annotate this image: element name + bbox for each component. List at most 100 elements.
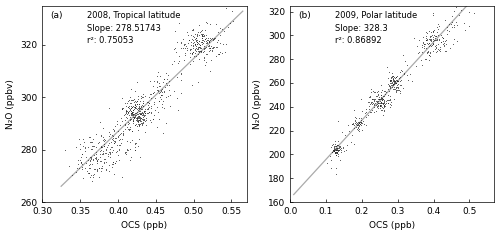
Point (122, 109, 130, 113)
Point (99, 135, 107, 139)
Point (380, 98, 388, 101)
Point (412, 64, 420, 67)
Point (188, 37, 196, 40)
Point (166, 104, 174, 108)
Point (388, 85, 396, 88)
Point (76, 147, 84, 151)
Point (200, 47, 207, 51)
Point (196, 46, 204, 50)
Point (432, 34, 440, 37)
Point (386, 79, 394, 83)
Point (134, 120, 142, 124)
Point (382, 101, 390, 105)
Point (78, 167, 86, 171)
Point (192, 42, 200, 46)
Point (106, 148, 114, 151)
Point (386, 78, 394, 82)
Point (186, 48, 194, 52)
Point (394, 80, 402, 83)
Point (135, 122, 143, 126)
Point (450, 23, 458, 27)
Point (328, 143, 336, 147)
Point (133, 124, 141, 128)
Point (358, 122, 366, 125)
Point (366, 94, 374, 98)
Point (380, 104, 388, 108)
Point (380, 101, 388, 104)
Point (132, 99, 140, 103)
Point (378, 98, 386, 102)
Point (437, 40, 445, 44)
Point (392, 81, 400, 85)
Point (109, 160, 117, 164)
Point (391, 79, 399, 82)
Point (426, 39, 434, 43)
Point (386, 81, 394, 84)
Point (354, 123, 362, 126)
Point (134, 122, 142, 126)
Point (386, 85, 394, 88)
Point (372, 105, 380, 108)
Point (378, 103, 386, 106)
Point (96, 155, 104, 159)
Point (86, 158, 94, 162)
Point (141, 94, 149, 97)
Point (138, 118, 146, 121)
Point (335, 145, 343, 149)
Point (132, 116, 140, 120)
Point (192, 37, 200, 41)
Point (387, 76, 395, 80)
Point (128, 112, 136, 116)
Point (139, 121, 147, 125)
Point (194, 46, 202, 50)
Point (131, 148, 139, 152)
Point (92, 156, 100, 160)
Point (124, 122, 132, 126)
Point (420, 44, 428, 48)
Point (334, 119, 342, 123)
Point (400, 72, 408, 76)
Point (102, 167, 110, 171)
Point (137, 96, 145, 100)
Point (150, 102, 158, 106)
Point (136, 111, 143, 114)
Point (145, 101, 153, 105)
Point (134, 107, 141, 111)
Point (380, 108, 388, 111)
Point (425, 42, 433, 45)
Point (88, 162, 96, 165)
Point (410, 36, 418, 40)
Point (121, 118, 129, 122)
Point (202, 37, 210, 40)
Point (107, 140, 115, 144)
Point (122, 150, 130, 154)
Point (194, 32, 202, 36)
Point (182, 44, 190, 48)
Point (118, 131, 126, 135)
Point (435, 37, 443, 41)
Point (464, 10, 472, 14)
Point (326, 154, 334, 157)
Point (195, 45, 203, 49)
Point (154, 89, 162, 93)
Point (128, 110, 136, 114)
Point (158, 102, 166, 105)
Point (105, 169, 113, 173)
Point (126, 127, 134, 131)
Point (86, 135, 94, 139)
Point (334, 148, 342, 152)
Point (384, 101, 392, 105)
Point (388, 74, 396, 77)
Point (441, 18, 449, 22)
Point (142, 111, 150, 115)
Point (133, 117, 141, 121)
Point (124, 127, 132, 131)
Point (366, 103, 374, 106)
Point (370, 102, 378, 105)
Point (134, 97, 142, 101)
Point (122, 116, 130, 119)
Point (188, 41, 196, 44)
Point (129, 118, 137, 122)
Point (115, 133, 123, 137)
Point (392, 78, 400, 82)
